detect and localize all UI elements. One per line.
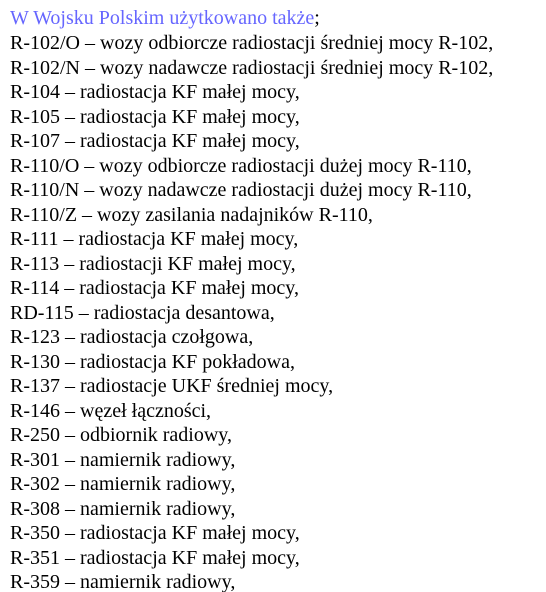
section-heading: W Wojsku Polskim użytkowano także; (10, 6, 536, 31)
list-item: R-114 – radiostacja KF małej mocy, (10, 276, 536, 301)
list-item: R-308 – namiernik radiowy, (10, 497, 536, 522)
list-item: R-250 – odbiornik radiowy, (10, 423, 536, 448)
list-item: R-359 – namiernik radiowy, (10, 570, 536, 592)
list-item: R-123 – radiostacja czołgowa, (10, 325, 536, 350)
list-item: R-102/O – wozy odbiorcze radiostacji śre… (10, 31, 536, 56)
list-item: R-110/N – wozy nadawcze radiostacji duże… (10, 178, 536, 203)
list-item: R-351 – radiostacja KF małej mocy, (10, 546, 536, 571)
list-item: R-110/Z – wozy zasilania nadajników R-11… (10, 203, 536, 228)
list-item: R-350 – radiostacja KF małej mocy, (10, 521, 536, 546)
heading-tail: ; (314, 7, 320, 29)
list-item: R-137 – radiostacje UKF średniej mocy, (10, 374, 536, 399)
heading-link[interactable]: W Wojsku Polskim użytkowano także (10, 7, 314, 29)
list-item: RD-115 – radiostacja desantowa, (10, 301, 536, 326)
equipment-list: R-102/O – wozy odbiorcze radiostacji śre… (10, 31, 536, 592)
list-item: R-105 – radiostacja KF małej mocy, (10, 105, 536, 130)
list-item: R-302 – namiernik radiowy, (10, 472, 536, 497)
list-item: R-146 – węzeł łączności, (10, 399, 536, 424)
list-item: R-130 – radiostacja KF pokładowa, (10, 350, 536, 375)
list-item: R-104 – radiostacja KF małej mocy, (10, 80, 536, 105)
list-item: R-102/N – wozy nadawcze radiostacji śred… (10, 56, 536, 81)
list-item: R-107 – radiostacja KF małej mocy, (10, 129, 536, 154)
list-item: R-110/O – wozy odbiorcze radiostacji duż… (10, 154, 536, 179)
list-item: R-113 – radiostacji KF małej mocy, (10, 252, 536, 277)
document-container: W Wojsku Polskim użytkowano także; R-102… (0, 0, 546, 592)
list-item: R-111 – radiostacja KF małej mocy, (10, 227, 536, 252)
list-item: R-301 – namiernik radiowy, (10, 448, 536, 473)
